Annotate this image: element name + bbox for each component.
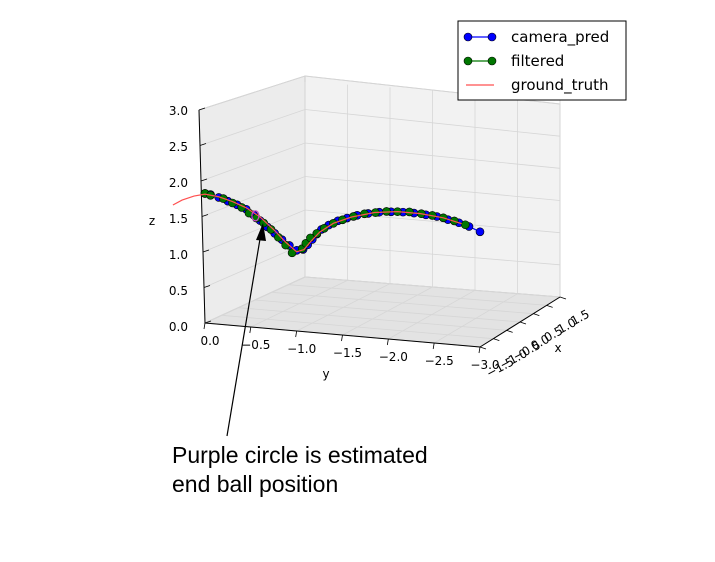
x-grid-line — [288, 284, 547, 306]
x-tick-mark — [546, 304, 553, 308]
annotation-arrow — [226, 223, 266, 437]
y-axis-line — [204, 322, 481, 348]
legend-label-camera_pred: camera_pred — [511, 28, 609, 47]
y-tick-mark — [478, 346, 481, 354]
legend: camera_pred filtered ground_truth — [457, 20, 627, 101]
x-axis-line — [479, 296, 561, 348]
point-filtered — [266, 225, 276, 234]
z-axis-line — [198, 109, 206, 324]
y-axis-label: y — [322, 367, 329, 381]
x-grid-line — [238, 307, 507, 331]
y-tick-mark — [249, 326, 252, 334]
z-tick-mark — [198, 107, 206, 111]
y-tick-label: −1.0 — [287, 342, 316, 356]
x-tick-mark — [519, 321, 527, 325]
x-grid-line — [221, 314, 494, 340]
z-tick-mark — [202, 249, 210, 253]
series-layer — [172, 189, 485, 258]
point-camera_pred — [475, 227, 485, 237]
z-tick-label: 2.5 — [169, 140, 188, 154]
series-line-ground_truth — [172, 193, 462, 253]
legend-marker-filtered — [463, 56, 473, 66]
legend-label-ground_truth: ground_truth — [511, 76, 609, 95]
legend-marker-camera_pred — [463, 32, 473, 42]
tick-labels: 0.0 0.5 1.0 1.5 2.0 2.5 3.0 0.0 −0.5 −1.0 −1.5 −2.0… — [169, 104, 592, 380]
y-tick-label: −1.5 — [333, 346, 362, 360]
annotation-text: Purple circle is estimated end ball posi… — [172, 441, 492, 499]
point-filtered — [312, 229, 322, 238]
y-tick-mark — [341, 334, 343, 342]
z-tick-label: 1.0 — [169, 248, 188, 262]
point-filtered — [274, 232, 283, 242]
x-tick-mark — [479, 346, 487, 350]
z-tick-label: 2.0 — [169, 176, 188, 190]
y-tick-mark — [203, 322, 206, 330]
y-tick-label: 0.0 — [200, 334, 219, 348]
legend-marker-filtered — [487, 56, 497, 66]
z-tick-label: 3.0 — [169, 104, 188, 118]
point-filtered — [287, 248, 297, 258]
y-tick-label: −2.0 — [379, 350, 408, 364]
y-tick-mark — [295, 330, 298, 338]
estimated-end-ball — [251, 210, 260, 222]
y-tick-label: −0.5 — [241, 338, 270, 352]
z-tick-label: 0.5 — [169, 284, 188, 298]
y-tick-mark — [386, 338, 389, 346]
legend-marker-camera_pred — [487, 32, 497, 42]
z-tick-mark — [200, 178, 208, 182]
legend-label-filtered: filtered — [511, 52, 564, 70]
x-grid-line — [271, 291, 534, 315]
x-tick-mark — [559, 296, 567, 300]
z-tick-mark — [199, 143, 207, 146]
x-tick-mark — [533, 313, 540, 317]
y-tick-label: −2.5 — [425, 354, 454, 368]
point-filtered — [461, 220, 470, 230]
x-grid-line — [304, 276, 561, 298]
axis-lines — [198, 107, 567, 354]
x-tick-mark — [506, 329, 513, 333]
z-tick-label: 1.5 — [169, 212, 188, 226]
x-axis-label: x — [554, 341, 561, 355]
z-tick-mark — [201, 214, 209, 217]
z-axis-label: z — [149, 214, 155, 228]
x-tick-mark — [493, 338, 500, 342]
axis-labels: z y x — [149, 214, 562, 381]
y-tick-mark — [432, 342, 435, 350]
z-tick-mark — [203, 285, 211, 288]
x-grid-line — [254, 299, 521, 323]
annotation-line-2: end ball position — [172, 471, 339, 497]
y-tick-label: −3.0 — [470, 358, 499, 372]
annotation-line-1: Purple circle is estimated — [172, 442, 428, 468]
z-tick-label: 0.0 — [169, 320, 188, 334]
